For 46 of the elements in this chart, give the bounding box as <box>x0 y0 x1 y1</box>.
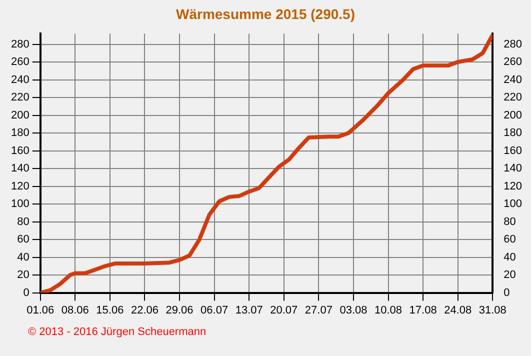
y-tick-label: 220 <box>10 92 30 104</box>
x-tick-label: 29.06 <box>166 304 194 316</box>
y-tick-label: 20 <box>17 269 30 282</box>
y2-tick-label: 40 <box>504 251 516 264</box>
y2-tick-label: 80 <box>504 216 516 228</box>
y2-tick-label: 240 <box>504 74 522 86</box>
x-tick-label: 22.06 <box>130 304 158 316</box>
y-tick-label: 280 <box>10 38 30 50</box>
x-tick-label: 24.08 <box>444 304 472 316</box>
y-tick-label: 260 <box>10 56 30 68</box>
y-tick-label: 40 <box>17 251 30 264</box>
y-tick-label: 140 <box>10 162 30 175</box>
y2-tick-label: 100 <box>504 198 522 210</box>
y2-tick-label: 180 <box>504 127 522 140</box>
y2-tick-label: 220 <box>504 92 522 104</box>
y-tick-label: 160 <box>10 144 30 157</box>
x-tick-label: 10.08 <box>374 304 402 316</box>
y2-tick-label: 280 <box>504 38 522 50</box>
x-tick-label: 20.07 <box>270 304 298 316</box>
y-tick-label: 0 <box>23 286 30 299</box>
y-tick-label: 200 <box>10 109 30 122</box>
x-tick-label: 06.07 <box>200 304 228 316</box>
y2-tick-label: 0 <box>504 286 510 299</box>
x-tick-label: 13.07 <box>235 304 263 316</box>
y2-tick-label: 260 <box>504 56 522 68</box>
y2-tick-label: 60 <box>504 234 516 246</box>
y2-tick-label: 140 <box>504 162 522 175</box>
y-tick-label: 240 <box>10 74 30 86</box>
x-tick-label: 17.08 <box>409 304 437 316</box>
x-tick-label: 27.07 <box>304 304 332 316</box>
y2-tick-label: 120 <box>504 180 522 192</box>
y2-tick-label: 200 <box>504 109 522 122</box>
y2-tick-label: 160 <box>504 144 522 157</box>
x-tick-label: 31.08 <box>478 304 506 316</box>
x-tick-label: 01.06 <box>26 304 54 316</box>
y-tick-label: 60 <box>17 234 30 246</box>
y-tick-label: 80 <box>17 216 30 228</box>
text: © 2013 - 2016 Jürgen Scheuermann <box>28 326 206 338</box>
y-tick-label: 100 <box>10 198 30 210</box>
x-tick-label: 03.08 <box>340 304 368 316</box>
y-tick-label: 180 <box>10 127 30 140</box>
x-tick-label: 08.06 <box>61 304 89 316</box>
y2-tick-label: 20 <box>504 269 516 282</box>
chart-title: Wärmesumme 2015 (290.5) <box>175 6 356 22</box>
y-tick-label: 120 <box>10 180 30 192</box>
x-tick-label: 15.06 <box>96 304 124 316</box>
